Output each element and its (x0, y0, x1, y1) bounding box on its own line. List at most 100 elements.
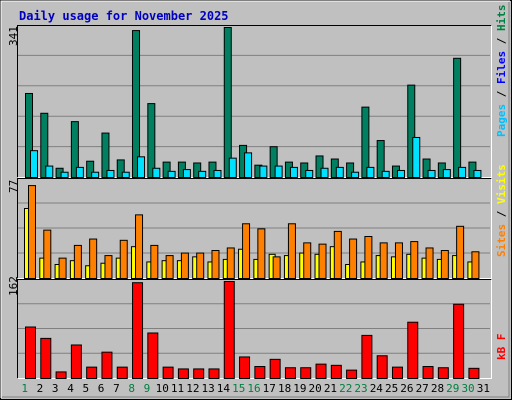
pages-bar (30, 150, 38, 179)
hits-y-max-label: 341 (7, 26, 20, 46)
kb-bar (346, 369, 358, 379)
kb-axis-label-part: kB F (495, 334, 508, 361)
kb-bar (330, 364, 342, 379)
pages-bar (228, 157, 237, 178)
kb-bar (132, 282, 144, 380)
pages-bar (427, 169, 436, 179)
kb-bar (453, 303, 465, 379)
kb-bar (147, 332, 159, 380)
hits-bar (376, 140, 385, 178)
sites-bar (242, 223, 251, 279)
visits-axis-label-part: Visits (495, 164, 508, 204)
kb-bar (361, 334, 373, 379)
sites-bar (471, 251, 480, 279)
kb-bar (239, 356, 251, 380)
day-tick-label: 22 (339, 382, 352, 395)
hits-bar (40, 112, 49, 178)
day-tick-label: 17 (263, 382, 276, 395)
pages-bar (60, 171, 69, 178)
kb-bar (376, 355, 388, 380)
pages-bar (198, 170, 207, 179)
sites-bar (257, 228, 266, 279)
sites-bar (165, 255, 174, 280)
day-tick-label: 28 (431, 382, 444, 395)
pages-bar (320, 167, 329, 179)
hits-axis-label-part: / (495, 84, 508, 104)
pages-bar (213, 169, 222, 179)
kb-panel-border-br (17, 279, 492, 379)
day-tick-label: 8 (128, 382, 135, 395)
pages-bar (366, 166, 375, 178)
day-tick-label: 25 (385, 382, 398, 395)
pages-bar (473, 169, 482, 179)
kb-bar (208, 368, 220, 379)
sites-bar (287, 223, 296, 279)
hits-bar (468, 161, 477, 179)
sites-bar (104, 255, 113, 280)
day-tick-label: 16 (247, 382, 260, 395)
hits-axis-label-part: / (495, 31, 508, 51)
sites-bar (211, 250, 220, 279)
visits-panel-border-br (17, 178, 492, 279)
pages-bar (152, 167, 161, 179)
hits-bar (132, 30, 141, 178)
hits-bar (162, 161, 171, 179)
pages-bar (137, 156, 146, 179)
pages-bar (274, 165, 283, 178)
hits-axis-label-part: Files (495, 51, 508, 84)
hits-bar (407, 84, 416, 178)
sites-bar (364, 236, 373, 279)
day-tick-label: 9 (144, 382, 151, 395)
kb-bar (269, 358, 281, 380)
sites-bar (119, 239, 128, 279)
day-tick-label: 4 (67, 382, 74, 395)
day-tick-label: 21 (324, 382, 337, 395)
sites-bar (318, 243, 327, 280)
day-tick-label: 13 (202, 382, 215, 395)
sites-bar (180, 252, 189, 280)
day-tick-label: 30 (461, 382, 474, 395)
pages-bar (381, 170, 390, 179)
day-tick-label: 29 (446, 382, 459, 395)
sites-bar (58, 257, 67, 279)
kb-panel-border-tl (17, 279, 492, 379)
day-tick-label: 3 (52, 382, 59, 395)
sites-bar (226, 247, 235, 279)
day-tick-label: 23 (354, 382, 367, 395)
sites-bar (440, 250, 449, 279)
pages-bar (289, 166, 298, 178)
pages-bar (45, 165, 54, 178)
sites-bar (150, 244, 159, 279)
hits-bar (269, 146, 278, 178)
pages-bar (305, 169, 314, 179)
hits-axis-label-part: Hits (495, 5, 508, 32)
kb-bar (55, 371, 67, 379)
kb-bar (300, 367, 312, 380)
day-tick-label: 18 (278, 382, 291, 395)
pages-bar (244, 152, 253, 178)
pages-bar (442, 169, 451, 178)
hits-bar (70, 121, 79, 178)
hits-bar (453, 57, 462, 179)
chart-title: Daily usage for November 2025 (19, 9, 229, 23)
pages-bar (458, 166, 467, 178)
pages-bar (106, 169, 115, 179)
sites-bar (379, 242, 388, 279)
pages-bar (335, 166, 344, 178)
hits-bar (86, 160, 95, 178)
sites-bar (425, 247, 434, 279)
day-tick-label: 1 (21, 382, 28, 395)
kb-bar (437, 367, 449, 380)
visits-axis-label-part: Sites (495, 224, 508, 257)
sites-bar (73, 244, 82, 279)
day-tick-label: 11 (171, 382, 184, 395)
day-tick-label: 14 (217, 382, 231, 395)
hits-bar (101, 132, 110, 179)
sites-bar (196, 252, 205, 280)
hits-axis-label-part: Pages (495, 104, 508, 137)
hits-bar (346, 162, 355, 178)
kb-bar (70, 344, 82, 380)
sites-bar (89, 238, 98, 279)
pages-bar (75, 166, 84, 178)
